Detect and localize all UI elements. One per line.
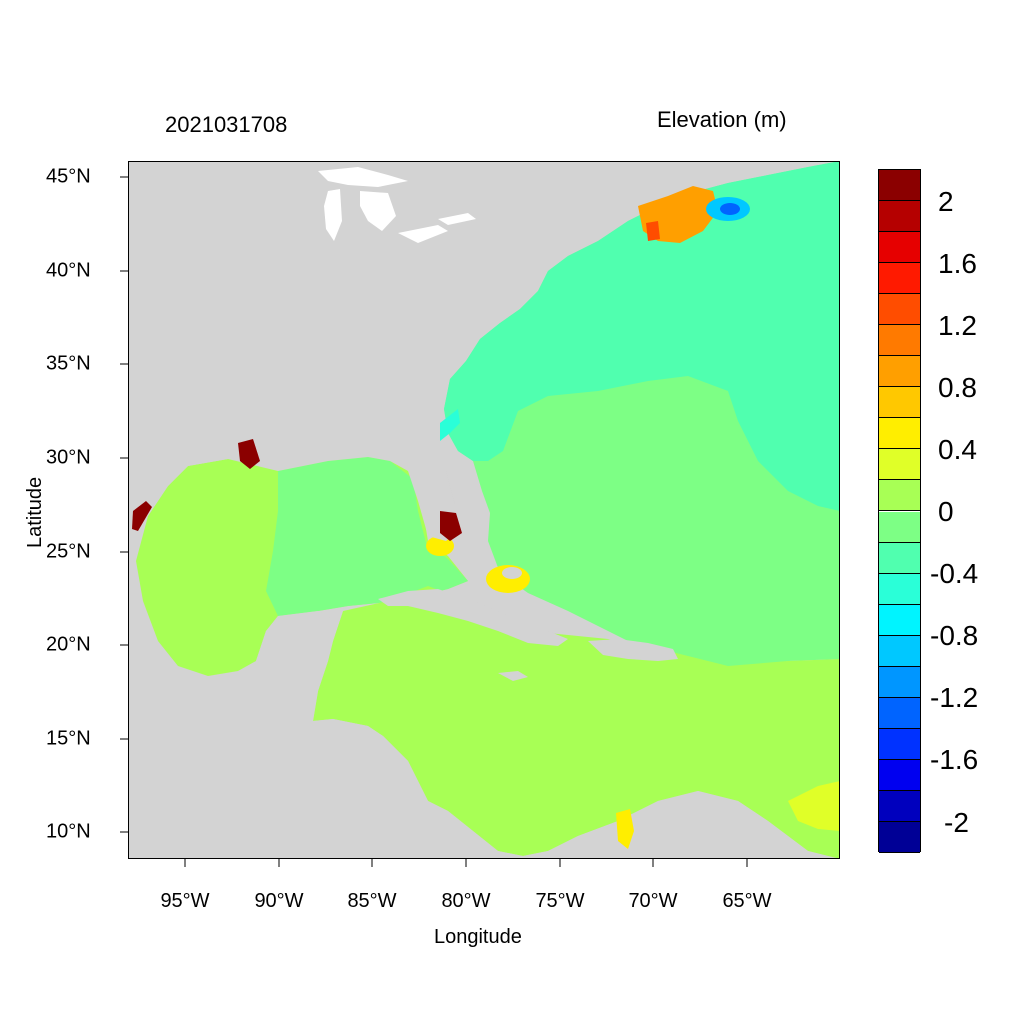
colorbar-segment xyxy=(879,418,920,450)
colorbar-label-1-2: 1.2 xyxy=(938,310,977,341)
y-tick-40n: 40°N xyxy=(46,259,91,282)
colorbar-segment xyxy=(879,635,920,667)
x-tick-90w: 90°W xyxy=(254,890,304,912)
colorbar-label-2: 2 xyxy=(938,186,954,217)
surge-south-florida xyxy=(440,511,462,541)
colorbar-segment xyxy=(879,325,920,357)
colorbar-segment xyxy=(879,573,920,605)
x-tick-95w: 95°W xyxy=(160,890,210,912)
us-east-coast-land xyxy=(128,161,648,541)
bahamas-island xyxy=(502,567,522,579)
colorbar-segment xyxy=(879,542,920,574)
colorbar-segment xyxy=(879,697,920,729)
gulf-east-green xyxy=(266,457,468,616)
y-tick-45n: 45°N xyxy=(46,165,91,188)
colorbar-segment xyxy=(879,480,920,512)
bay-of-fundy-core xyxy=(720,203,740,215)
y-tick-10n: 10°N xyxy=(46,820,91,843)
colorbar-segment xyxy=(879,728,920,760)
colorbar-label-neg-0-8: -0.8 xyxy=(930,620,979,651)
y-tick-20n: 20°N xyxy=(46,633,91,656)
colorbar-label-0: 0 xyxy=(938,496,954,527)
central-america xyxy=(128,719,840,859)
colorbar-segment xyxy=(879,387,920,419)
y-tick-15n: 15°N xyxy=(46,727,91,750)
x-tick-75w: 75°W xyxy=(535,890,585,912)
colorbar-label-0-4: 0.4 xyxy=(938,434,977,465)
colorbar-segment xyxy=(879,759,920,791)
great-lake-erie xyxy=(398,225,448,243)
y-tick-30n: 30°N xyxy=(46,446,91,469)
colorbar-label-1-6: 1.6 xyxy=(938,248,977,279)
great-lake-ontario xyxy=(438,213,476,225)
colorbar-segment xyxy=(879,263,920,295)
colorbar xyxy=(878,169,921,853)
great-lake-superior xyxy=(318,167,408,187)
date-label: 2021031708 xyxy=(165,112,288,137)
colorbar-segment xyxy=(879,170,920,202)
colorbar-label-neg-1-6: -1.6 xyxy=(930,744,979,775)
colorbar-segment xyxy=(879,449,920,481)
plot-frame xyxy=(128,161,840,859)
colorbar-segment xyxy=(879,232,920,264)
colorbar-segment xyxy=(879,821,920,853)
colorbar-label-neg-0-4: -0.4 xyxy=(930,558,979,589)
jamaica xyxy=(498,671,528,681)
colorbar-segment xyxy=(879,666,920,698)
shelf-negative xyxy=(444,161,840,511)
surge-texas-coast xyxy=(132,501,152,531)
colorbar-segment xyxy=(879,790,920,822)
yucatan-land xyxy=(256,611,343,721)
cuba xyxy=(378,589,568,646)
variable-label: Elevation (m) xyxy=(657,107,787,132)
colorbar-label-neg-1-2: -1.2 xyxy=(930,682,979,713)
elevation-map xyxy=(128,161,840,859)
florida-bay xyxy=(426,536,454,556)
colorbar-segment xyxy=(879,604,920,636)
gulf-of-maine-peak xyxy=(646,221,660,241)
caribbean-sea xyxy=(313,586,840,859)
x-tick-85w: 85°W xyxy=(347,890,397,912)
colorbar-label-neg-2: -2 xyxy=(944,807,969,838)
x-tick-70w: 70°W xyxy=(628,890,678,912)
x-tick-65w: 65°W xyxy=(722,890,772,912)
colorbar-segment xyxy=(879,511,920,543)
colorbar-segment xyxy=(879,356,920,388)
yellow-orinoco xyxy=(788,781,840,831)
great-lake-huron xyxy=(360,191,396,231)
shelf-negative-south xyxy=(440,409,460,441)
y-tick-35n: 35°N xyxy=(46,352,91,375)
great-lake-michigan xyxy=(324,189,342,241)
y-axis-label: Latitude xyxy=(24,476,46,548)
x-tick-80w: 80°W xyxy=(441,890,491,912)
yellow-gulf-venezuela xyxy=(616,809,634,849)
x-axis-label: Longitude xyxy=(434,926,522,948)
hispaniola xyxy=(588,639,678,661)
y-tick-25n: 25°N xyxy=(46,540,91,563)
surge-louisiana xyxy=(238,439,260,469)
colorbar-label-0-8: 0.8 xyxy=(938,372,977,403)
colorbar-segment xyxy=(879,201,920,233)
colorbar-segment xyxy=(879,294,920,326)
